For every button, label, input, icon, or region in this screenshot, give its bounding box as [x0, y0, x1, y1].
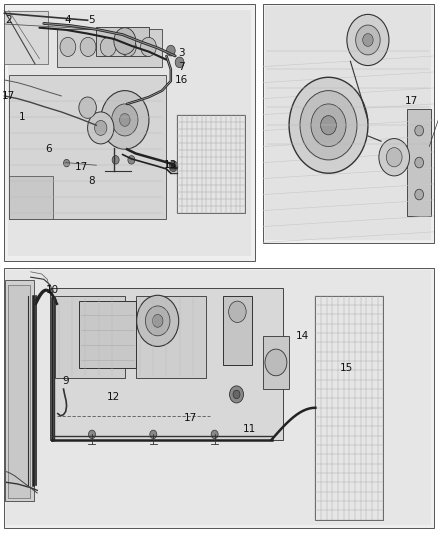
Circle shape: [169, 161, 178, 172]
Circle shape: [166, 45, 175, 56]
Circle shape: [311, 104, 346, 147]
Bar: [265, 6, 431, 240]
Text: 15: 15: [339, 363, 353, 373]
Circle shape: [79, 97, 96, 118]
Text: 17: 17: [405, 96, 418, 106]
Circle shape: [101, 91, 149, 149]
Circle shape: [347, 14, 389, 66]
Bar: [4, 4, 255, 261]
Text: 7: 7: [178, 62, 185, 71]
Circle shape: [230, 386, 244, 403]
Text: 10: 10: [46, 286, 59, 295]
Bar: [96, 27, 149, 56]
Circle shape: [120, 37, 136, 56]
Circle shape: [141, 37, 156, 56]
Circle shape: [386, 148, 402, 167]
Circle shape: [415, 125, 424, 136]
Circle shape: [128, 156, 135, 164]
Bar: [315, 296, 383, 520]
Text: 2: 2: [5, 15, 12, 25]
Circle shape: [175, 57, 184, 68]
Circle shape: [112, 156, 119, 164]
Circle shape: [363, 34, 373, 46]
Text: 8: 8: [88, 176, 95, 186]
Text: 11: 11: [243, 424, 256, 434]
Text: 6: 6: [45, 144, 52, 154]
Circle shape: [233, 390, 240, 399]
Circle shape: [120, 114, 130, 126]
Bar: [9, 176, 53, 219]
Text: 14: 14: [296, 331, 309, 341]
Circle shape: [171, 164, 176, 169]
Bar: [50, 288, 283, 440]
Circle shape: [145, 306, 170, 336]
Bar: [223, 296, 252, 365]
Text: 9: 9: [62, 376, 69, 386]
Text: 16: 16: [175, 75, 188, 85]
Circle shape: [114, 28, 136, 54]
Bar: [8, 285, 30, 498]
Text: 1: 1: [18, 112, 25, 122]
Circle shape: [88, 112, 114, 144]
Circle shape: [80, 37, 96, 56]
Bar: [4, 268, 434, 528]
Circle shape: [152, 314, 163, 327]
Circle shape: [137, 295, 179, 346]
Text: 17: 17: [74, 163, 88, 172]
Circle shape: [229, 301, 246, 322]
Circle shape: [211, 430, 218, 439]
Bar: [57, 29, 162, 67]
Circle shape: [415, 157, 424, 168]
Bar: [5, 280, 34, 501]
Bar: [263, 4, 434, 243]
Circle shape: [289, 77, 368, 173]
Bar: [55, 296, 125, 378]
Circle shape: [64, 159, 70, 167]
Bar: [263, 336, 289, 389]
Bar: [177, 115, 245, 213]
Bar: [4, 11, 48, 64]
Bar: [8, 10, 251, 256]
Text: 17: 17: [184, 414, 197, 423]
Circle shape: [321, 116, 336, 135]
Bar: [6, 270, 431, 525]
Circle shape: [112, 104, 138, 136]
Bar: [407, 109, 431, 216]
Text: 5: 5: [88, 15, 95, 25]
Circle shape: [265, 349, 287, 376]
Text: 12: 12: [107, 392, 120, 402]
Circle shape: [379, 139, 410, 176]
Circle shape: [100, 37, 116, 56]
Circle shape: [415, 189, 424, 200]
Text: 4: 4: [64, 15, 71, 25]
Bar: [9, 75, 166, 219]
Text: 17: 17: [2, 91, 15, 101]
Bar: [79, 301, 136, 368]
Circle shape: [95, 120, 107, 135]
Circle shape: [88, 430, 95, 439]
Circle shape: [356, 25, 380, 55]
Text: 3: 3: [178, 49, 185, 58]
Bar: [136, 296, 206, 378]
Circle shape: [60, 37, 76, 56]
Text: 13: 13: [164, 160, 177, 170]
Circle shape: [300, 91, 357, 160]
Circle shape: [150, 430, 157, 439]
